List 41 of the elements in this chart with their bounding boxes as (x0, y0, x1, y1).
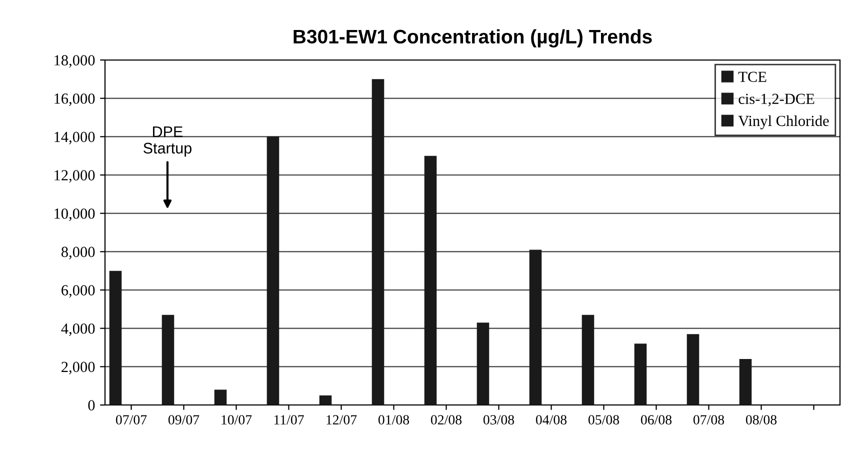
x-tick-label: 10/07 (222, 415, 252, 424)
y-tick-label: 10,000 (54, 208, 95, 221)
bar (476, 322, 490, 405)
y-tick-label: 2,000 (62, 362, 95, 374)
y-tick-label: 6,000 (62, 285, 95, 298)
x-tick-label: 03/08 (483, 415, 514, 424)
legend-label: Vinyl Chloride (738, 115, 829, 130)
bar (634, 344, 647, 405)
bar (109, 270, 122, 405)
y-tick-label: 4,000 (61, 323, 95, 336)
bar (214, 390, 227, 405)
bar (582, 314, 594, 405)
bar (686, 334, 700, 405)
x-tick-label: 05/08 (588, 415, 620, 424)
bar (739, 359, 752, 405)
x-tick-label: 09/07 (168, 415, 200, 424)
x-tick-label: 07/07 (116, 415, 147, 424)
x-tick-label: 07/08 (693, 415, 724, 424)
bar (372, 79, 384, 405)
bar (424, 156, 437, 405)
y-tick-label: 8,000 (61, 246, 95, 260)
bar (162, 314, 174, 405)
legend-label: cis-1,2-DCE (738, 94, 814, 106)
y-tick-label: 16,000 (54, 93, 95, 106)
bar (529, 250, 542, 405)
bar (319, 395, 332, 405)
x-tick-label: 08/08 (746, 415, 777, 424)
x-tick-label: 12/07 (326, 415, 357, 424)
legend-label: TCE (738, 72, 766, 82)
y-tick-label: 0 (88, 400, 95, 410)
annotation: DPE Startup (144, 126, 192, 157)
chart-title: B301-EW1 Concentration (µg/L) Trends (294, 29, 652, 48)
y-tick-label: 18,000 (54, 55, 95, 68)
y-tick-label: 12,000 (54, 170, 95, 183)
bar (266, 136, 280, 405)
x-tick-label: 11/07 (274, 415, 304, 424)
x-tick-label: 02/08 (430, 415, 462, 424)
y-tick-label: 14,000 (54, 132, 95, 144)
x-tick-label: 06/08 (640, 415, 672, 424)
x-tick-label: 01/08 (378, 415, 410, 424)
x-tick-label: 04/08 (536, 415, 567, 424)
